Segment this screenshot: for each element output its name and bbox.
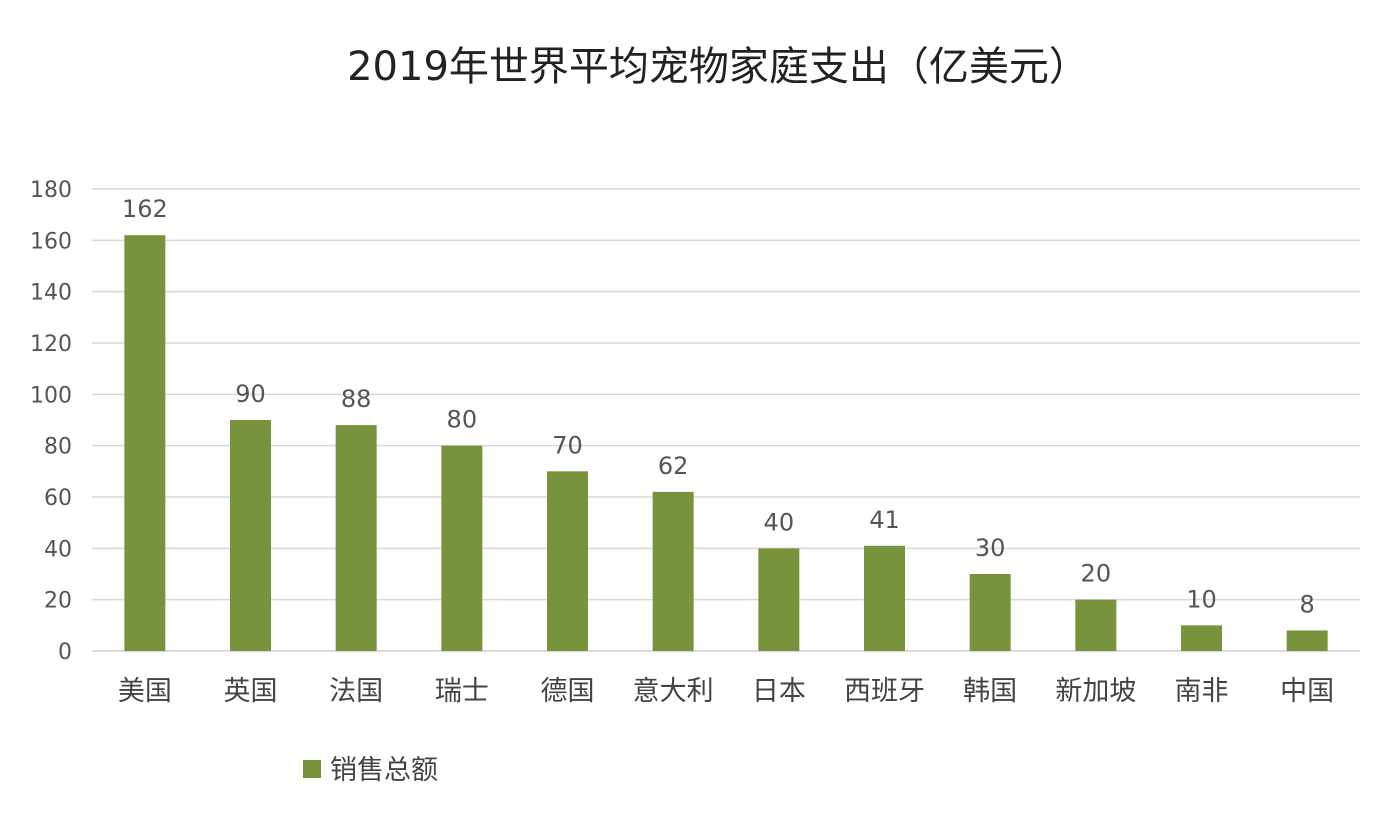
data-label: 88 — [341, 385, 372, 413]
x-category-label: 西班牙 — [844, 676, 925, 707]
bar — [124, 235, 166, 651]
bar — [1075, 599, 1117, 651]
grid-lines — [92, 188, 1360, 652]
bar — [441, 445, 483, 651]
data-label: 30 — [975, 534, 1006, 562]
data-labels: 162 90 88 80 70 62 40 41 30 20 10 8 — [122, 195, 1315, 618]
x-category-label: 英国 — [224, 676, 278, 707]
y-tick-label: 140 — [30, 281, 72, 306]
bar — [230, 420, 271, 651]
x-category-label: 南非 — [1175, 676, 1229, 707]
data-label: 80 — [447, 406, 478, 434]
x-category-label: 中国 — [1280, 676, 1334, 707]
data-label: 40 — [764, 508, 795, 536]
data-label: 41 — [869, 506, 900, 534]
legend: 销售总额 — [303, 755, 438, 786]
bar — [547, 471, 588, 651]
bar — [652, 491, 694, 651]
data-label: 8 — [1300, 590, 1315, 618]
data-label: 62 — [658, 452, 689, 480]
y-tick-label: 40 — [44, 537, 72, 562]
data-label: 10 — [1186, 585, 1217, 613]
bar — [1181, 625, 1222, 651]
x-category-label: 法国 — [329, 676, 383, 707]
x-category-label: 新加坡 — [1055, 676, 1136, 707]
data-label: 20 — [1081, 560, 1112, 588]
x-category-label: 日本 — [752, 676, 806, 707]
data-label: 70 — [552, 431, 583, 459]
y-axis-ticks: 0 20 40 60 80 100 120 140 160 180 — [30, 178, 72, 665]
y-tick-label: 120 — [30, 332, 72, 357]
bar — [1286, 630, 1328, 651]
x-category-label: 意大利 — [633, 676, 714, 707]
x-category-label: 德国 — [541, 676, 595, 707]
y-tick-label: 60 — [44, 486, 72, 511]
legend-label: 销售总额 — [330, 755, 438, 786]
x-category-label: 瑞士 — [435, 676, 489, 707]
y-tick-label: 160 — [30, 229, 72, 254]
data-label: 162 — [122, 195, 168, 223]
bars — [124, 235, 1328, 651]
y-tick-label: 80 — [44, 435, 72, 460]
bar — [335, 425, 377, 651]
y-tick-label: 100 — [30, 383, 72, 408]
legend-swatch — [303, 760, 321, 778]
y-tick-label: 20 — [44, 589, 72, 614]
bar — [969, 574, 1011, 651]
bar — [864, 545, 905, 651]
y-tick-label: 180 — [30, 178, 72, 203]
y-tick-label: 0 — [58, 640, 72, 665]
data-label: 90 — [235, 380, 266, 408]
x-axis-categories: 美国 英国 法国 瑞士 德国 意大利 日本 西班牙 韩国 新加坡 南非 中国 — [118, 676, 1334, 707]
bar — [758, 548, 800, 651]
chart-title: 2019年世界平均宠物家庭支出（亿美元） — [347, 44, 1089, 90]
x-category-label: 韩国 — [963, 676, 1017, 707]
x-category-label: 美国 — [118, 676, 172, 707]
